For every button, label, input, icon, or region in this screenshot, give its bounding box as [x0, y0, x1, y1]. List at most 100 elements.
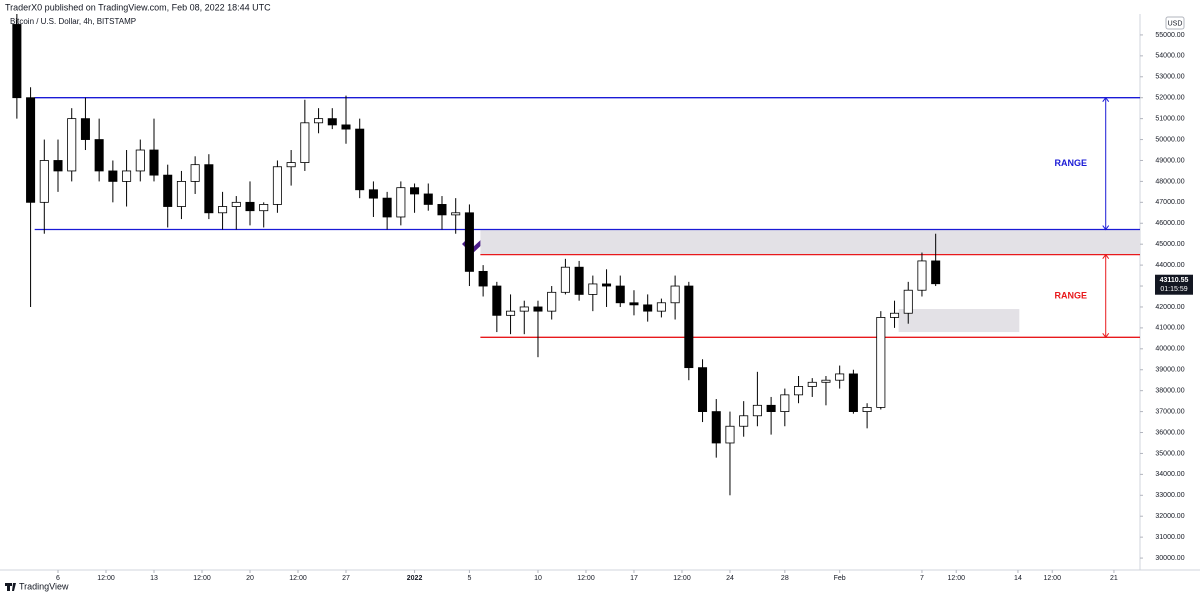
candle-body	[698, 367, 708, 412]
y-tick-label: 46000.00	[1155, 220, 1184, 227]
candle-body	[574, 266, 584, 295]
x-tick-label: 10	[534, 575, 542, 582]
x-tick-label: 13	[150, 575, 158, 582]
candle-body	[615, 285, 625, 304]
candle-body	[108, 170, 118, 182]
candle-body	[478, 270, 488, 287]
candle-body	[903, 289, 913, 314]
y-tick-label: 45000.00	[1155, 241, 1184, 248]
candle-body	[286, 162, 296, 168]
y-tick-label: 40000.00	[1155, 346, 1184, 353]
y-tick-label: 49000.00	[1155, 157, 1184, 164]
candle-body	[711, 411, 721, 444]
y-tick-label: 48000.00	[1155, 178, 1184, 185]
last-price-box	[1155, 274, 1193, 295]
logo-icon	[5, 583, 16, 591]
x-tick-label: 12:00	[1043, 575, 1061, 582]
candle-body	[670, 285, 680, 304]
candle-body	[176, 181, 186, 207]
candle-body	[725, 425, 735, 444]
candle-body	[917, 260, 927, 291]
candle-body	[341, 124, 351, 130]
candle-body	[355, 128, 365, 191]
candle-body	[588, 283, 598, 295]
candle-body	[80, 118, 90, 140]
candle-body	[135, 149, 145, 172]
candle-body	[890, 312, 900, 318]
x-tick-label: 17	[630, 575, 638, 582]
candle-body	[862, 407, 872, 412]
x-tick-label: 14	[1014, 575, 1022, 582]
x-tick-label: 6	[56, 575, 60, 582]
arrow-head	[1102, 253, 1110, 339]
y-tick-label: 53000.00	[1155, 74, 1184, 81]
candle-body	[547, 291, 557, 312]
x-tick-label: 7	[920, 575, 924, 582]
candle-body	[26, 97, 36, 203]
x-tick-label: 24	[726, 575, 734, 582]
candle-body	[382, 197, 392, 218]
x-tick-label: 12:00	[289, 575, 307, 582]
range-label: RANGE	[1054, 290, 1087, 300]
candle-body	[231, 201, 241, 207]
candle-body	[327, 118, 337, 126]
range-label: RANGE	[1054, 158, 1087, 168]
candle-body	[931, 260, 941, 285]
candle-body	[423, 193, 433, 205]
currency-box	[1165, 16, 1185, 30]
y-tick-label: 31000.00	[1155, 534, 1184, 541]
x-tick-label: 5	[467, 575, 471, 582]
candle-body	[835, 373, 845, 381]
y-tick-label: 50000.00	[1155, 136, 1184, 143]
y-tick-label: 42000.00	[1155, 304, 1184, 311]
candle-body	[506, 310, 516, 316]
y-tick-label: 36000.00	[1155, 429, 1184, 436]
candle-body	[272, 166, 282, 205]
candle-body	[410, 187, 420, 195]
candle-body	[245, 201, 255, 212]
y-tick-label: 44000.00	[1155, 262, 1184, 269]
candle-body	[560, 266, 570, 293]
x-tick-label: 21	[1110, 575, 1118, 582]
candle-body	[629, 302, 639, 306]
candle-body	[602, 283, 612, 287]
candle-body	[368, 189, 378, 199]
candle-body	[218, 206, 228, 214]
zone	[898, 309, 1020, 333]
candle-body	[437, 204, 447, 216]
candle-body	[149, 149, 159, 176]
x-tick-label: 12:00	[947, 575, 965, 582]
y-tick-label: 33000.00	[1155, 492, 1184, 499]
y-tick-label: 47000.00	[1155, 199, 1184, 206]
candle-body	[752, 404, 762, 417]
x-tick-label: 12:00	[577, 575, 595, 582]
candle-body	[190, 164, 200, 182]
last-price-label: 43110.55	[1160, 277, 1189, 284]
y-tick-label: 34000.00	[1155, 471, 1184, 478]
candle-body	[519, 306, 529, 312]
y-tick-label: 55000.00	[1155, 32, 1184, 39]
candle-body	[204, 164, 214, 214]
y-tick-label: 30000.00	[1155, 555, 1184, 562]
candle-body	[300, 122, 310, 163]
x-tick-label: 20	[246, 575, 254, 582]
currency: USD	[1168, 20, 1183, 27]
candle-body	[794, 386, 804, 396]
candle-body	[766, 404, 776, 412]
x-tick-label: 2022	[407, 575, 423, 582]
y-tick-label: 38000.00	[1155, 388, 1184, 395]
candle-body	[821, 379, 831, 383]
y-tick-label: 39000.00	[1155, 367, 1184, 374]
candle-body	[53, 160, 63, 172]
candle-body	[656, 302, 666, 312]
y-tick-label: 54000.00	[1155, 53, 1184, 60]
y-tick-label: 41000.00	[1155, 325, 1184, 332]
brand: TradingView	[19, 581, 69, 591]
candle-body	[848, 373, 858, 412]
x-tick-label: 12:00	[193, 575, 211, 582]
candle-body	[12, 24, 22, 99]
chart-subtitle: Bitcoin / U.S. Dollar, 4h, BITSTAMP	[10, 17, 136, 26]
candle-body	[67, 118, 77, 172]
